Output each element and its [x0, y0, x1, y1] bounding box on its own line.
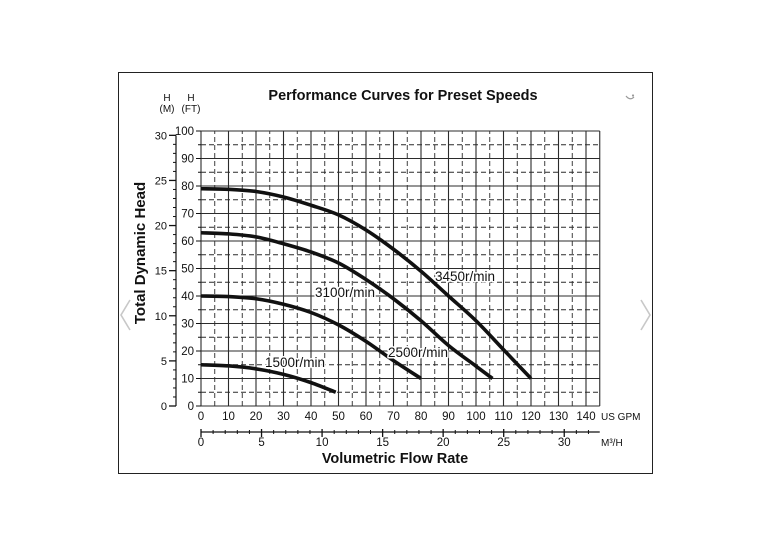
y2-header-symbol: H [163, 93, 171, 104]
y2-axis-header: H (M) [157, 93, 177, 115]
corner-mark-icon [624, 90, 636, 100]
next-slide-button[interactable] [636, 298, 654, 332]
y-header-symbol: H [187, 93, 195, 104]
x-axis-title: Volumetric Flow Rate [321, 451, 469, 467]
y-header-unit: (FT) [181, 104, 201, 115]
chart-title: Performance Curves for Preset Speeds [268, 88, 538, 104]
y-axis-header: H (FT) [178, 93, 204, 115]
chart-image-frame [118, 72, 653, 474]
y2-header-unit: (M) [159, 104, 175, 115]
chevron-left-icon [120, 299, 131, 331]
prev-slide-button[interactable] [117, 298, 135, 332]
chevron-right-icon [640, 299, 651, 331]
